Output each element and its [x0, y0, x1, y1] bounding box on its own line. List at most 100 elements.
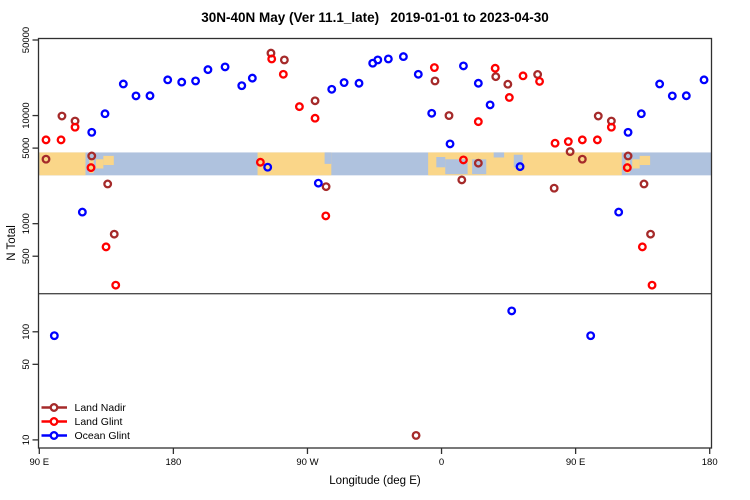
data-point-land-nadir [577, 154, 587, 164]
data-point-land-glint [577, 135, 587, 145]
data-point-land-nadir [639, 179, 649, 189]
data-point-ocean-glint [636, 109, 646, 119]
data-point-ocean-glint [485, 100, 495, 110]
y-tick-label: 5000 [21, 138, 32, 159]
map-band-japan-west [95, 159, 104, 169]
data-point-ocean-glint [327, 84, 337, 94]
data-point-ocean-glint [77, 207, 87, 217]
data-point-land-glint [490, 63, 500, 73]
data-point-ocean-glint [145, 91, 155, 101]
data-point-ocean-glint [100, 109, 110, 119]
data-point-ocean-glint [623, 127, 633, 137]
data-point-land-glint [473, 117, 483, 127]
y-tick-label: 50000 [21, 27, 32, 53]
data-point-ocean-glint [681, 91, 691, 101]
data-point-land-nadir [310, 96, 320, 106]
data-point-ocean-glint [667, 91, 677, 101]
y-tick-label: 50 [21, 359, 32, 370]
data-point-land-glint [504, 93, 514, 102]
data-point-ocean-glint [191, 76, 201, 86]
data-point-land-glint [592, 135, 602, 145]
data-point-ocean-glint [87, 127, 97, 137]
data-point-land-nadir [473, 158, 483, 168]
x-axis-label: Longitude (deg E) [329, 475, 421, 487]
data-point-ocean-glint [507, 306, 517, 316]
y-tick-label: 1000 [21, 213, 32, 234]
map-band-korea-2 [625, 158, 630, 174]
x-tick-label: 90 W [296, 457, 318, 468]
data-point-ocean-glint [515, 162, 525, 172]
data-point-land-nadir [41, 154, 51, 164]
legend-item-label: Land Nadir [75, 402, 127, 414]
legend-item-label: Land Glint [75, 416, 123, 428]
data-point-land-glint [294, 102, 304, 112]
data-point-land-glint [606, 122, 616, 132]
data-point-ocean-glint [203, 65, 213, 75]
map-band-land [257, 152, 332, 176]
data-point-land-glint [41, 135, 51, 145]
data-point-land-nadir [430, 76, 440, 86]
data-point-land-nadir [533, 70, 543, 79]
data-point-ocean-glint [413, 69, 423, 79]
y-tick-label: 10000 [21, 102, 32, 128]
data-point-ocean-glint [398, 52, 408, 62]
data-point-land-glint [429, 63, 439, 73]
data-point-land-nadir [457, 175, 467, 185]
data-point-ocean-glint [427, 108, 437, 118]
data-point-ocean-glint [354, 78, 364, 88]
map-band-land [39, 152, 86, 176]
data-point-land-glint [647, 280, 657, 290]
data-point-land-glint [86, 163, 96, 173]
data-point-land-glint [101, 242, 111, 252]
data-point-ocean-glint [313, 178, 323, 188]
data-point-land-nadir [593, 111, 603, 121]
data-point-land-glint [267, 54, 277, 64]
data-point-land-nadir [57, 111, 67, 121]
data-point-land-glint [310, 113, 320, 123]
data-point-ocean-glint [118, 79, 128, 89]
data-point-ocean-glint [473, 78, 483, 88]
data-point-ocean-glint [383, 54, 393, 64]
legend-marker-circle [49, 403, 59, 412]
map-band-italy [467, 159, 473, 175]
map-band-korea [89, 158, 94, 174]
data-point-land-glint [70, 122, 80, 132]
map-band-west-mediterranean [436, 157, 446, 168]
map-band-japan-east [103, 155, 114, 166]
data-point-land-glint [458, 155, 468, 165]
data-point-land-nadir [411, 430, 421, 440]
y-tick-label: 500 [21, 248, 32, 264]
data-point-land-nadir [491, 72, 501, 82]
data-point-land-nadir [109, 229, 119, 239]
plot-box [37, 37, 713, 449]
data-point-ocean-glint [220, 62, 230, 72]
data-point-land-nadir [623, 151, 633, 161]
legend-item-label: Ocean Glint [75, 430, 131, 442]
map-band-japan-east-2 [639, 155, 651, 166]
data-point-ocean-glint [614, 207, 624, 217]
data-point-land-nadir [565, 147, 575, 157]
x-tick-label: 90 E [566, 457, 586, 468]
data-point-ocean-glint [373, 55, 383, 65]
legend-marker-circle [49, 417, 59, 426]
map-band-black-sea [493, 152, 505, 158]
data-point-ocean-glint [247, 73, 257, 83]
data-point-land-nadir [549, 183, 559, 193]
legend-marker-circle [49, 431, 59, 440]
data-point-land-nadir [279, 55, 289, 65]
data-point-land-nadir [646, 229, 656, 239]
data-point-land-nadir [87, 151, 97, 161]
data-point-land-glint [637, 242, 647, 252]
data-point-land-glint [56, 135, 66, 145]
data-point-ocean-glint [263, 162, 273, 172]
data-point-land-glint [622, 163, 632, 173]
data-point-land-glint [321, 211, 331, 221]
data-point-land-glint [518, 71, 528, 81]
data-point-land-glint [255, 157, 265, 167]
x-tick-label: 180 [702, 457, 718, 468]
data-point-land-glint [278, 69, 288, 79]
data-point-ocean-glint [339, 78, 349, 88]
chart-title: 30N-40N May (Ver 11.1_late) 2019-01-01 t… [201, 10, 549, 25]
